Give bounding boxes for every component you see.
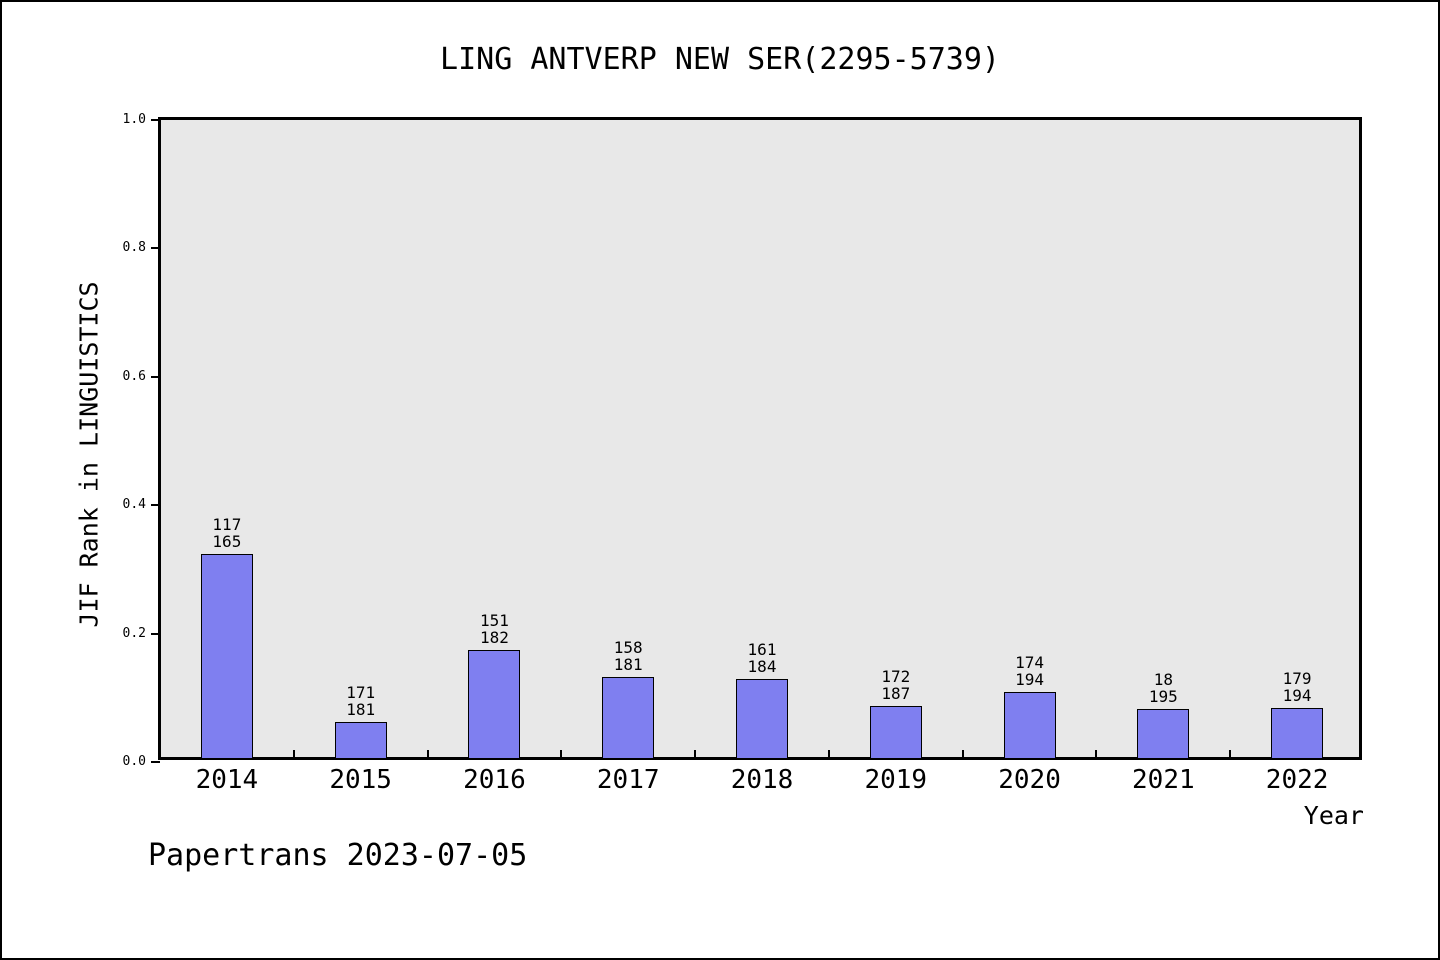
bar-value-label-2016: 151 182 xyxy=(479,610,509,647)
x-axis-tick xyxy=(694,750,697,759)
x-tick-label-2015: 2015 xyxy=(329,765,392,795)
plot-area xyxy=(158,117,1362,760)
bar-2014 xyxy=(200,554,253,759)
y-axis-tick-label: 0.0 xyxy=(122,754,146,769)
x-axis-tick xyxy=(961,750,964,759)
y-axis-tick xyxy=(151,632,160,635)
y-axis-tick xyxy=(151,375,160,378)
bar-value-label-2015: 171 181 xyxy=(346,683,376,720)
y-axis-label: JIF Rank in LINGUISTICS xyxy=(74,281,104,628)
bar-2019 xyxy=(869,706,922,759)
y-axis-tick-label: 1.0 xyxy=(122,112,146,127)
x-axis-tick xyxy=(827,750,830,759)
x-tick-label-2017: 2017 xyxy=(596,765,660,795)
bar-value-label-2022: 179 194 xyxy=(1282,669,1312,706)
bar-2020 xyxy=(1003,691,1056,759)
x-axis-label: Year xyxy=(1303,801,1364,830)
y-axis-tick-label: 0.2 xyxy=(122,625,146,641)
bar-value-label-2017: 158 181 xyxy=(613,637,643,674)
x-axis-tick xyxy=(560,750,563,759)
x-tick-label-2020: 2020 xyxy=(998,765,1061,795)
footer-text: Papertrans 2023-07-05 xyxy=(148,838,528,873)
y-axis-tick xyxy=(151,504,160,507)
x-tick-label-2014: 2014 xyxy=(195,765,259,795)
x-tick-label-2018: 2018 xyxy=(730,765,794,795)
x-axis-tick xyxy=(292,750,295,759)
x-tick-label-2016: 2016 xyxy=(463,765,526,795)
bar-value-label-2014: 117 165 xyxy=(212,515,242,552)
y-axis-tick-label: 0.4 xyxy=(122,497,146,513)
y-axis-tick-label: 0.6 xyxy=(122,368,146,384)
x-tick-label-2022: 2022 xyxy=(1265,765,1329,795)
bar-2016 xyxy=(468,649,521,759)
bar-2015 xyxy=(334,722,387,759)
chart-title: LING ANTVERP NEW SER(2295-5739) xyxy=(440,42,1000,77)
bar-2022 xyxy=(1271,708,1324,759)
y-axis-tick xyxy=(151,247,160,250)
x-axis-tick xyxy=(1095,750,1098,759)
bar-2018 xyxy=(736,678,788,759)
x-tick-label-2021: 2021 xyxy=(1132,765,1195,795)
y-axis-tick xyxy=(151,119,160,121)
x-axis-tick xyxy=(426,750,429,759)
y-axis-tick xyxy=(151,761,160,763)
bar-2021 xyxy=(1137,708,1190,759)
bar-2017 xyxy=(602,676,655,759)
bar-value-label-2021: 18 195 xyxy=(1148,669,1178,706)
x-axis-tick xyxy=(1229,750,1232,759)
bar-value-label-2020: 174 194 xyxy=(1015,652,1044,689)
x-tick-label-2019: 2019 xyxy=(864,765,928,795)
bar-value-label-2018: 161 184 xyxy=(747,639,777,676)
bar-value-label-2019: 172 187 xyxy=(881,667,911,704)
y-axis-tick-label: 0.8 xyxy=(122,240,146,256)
